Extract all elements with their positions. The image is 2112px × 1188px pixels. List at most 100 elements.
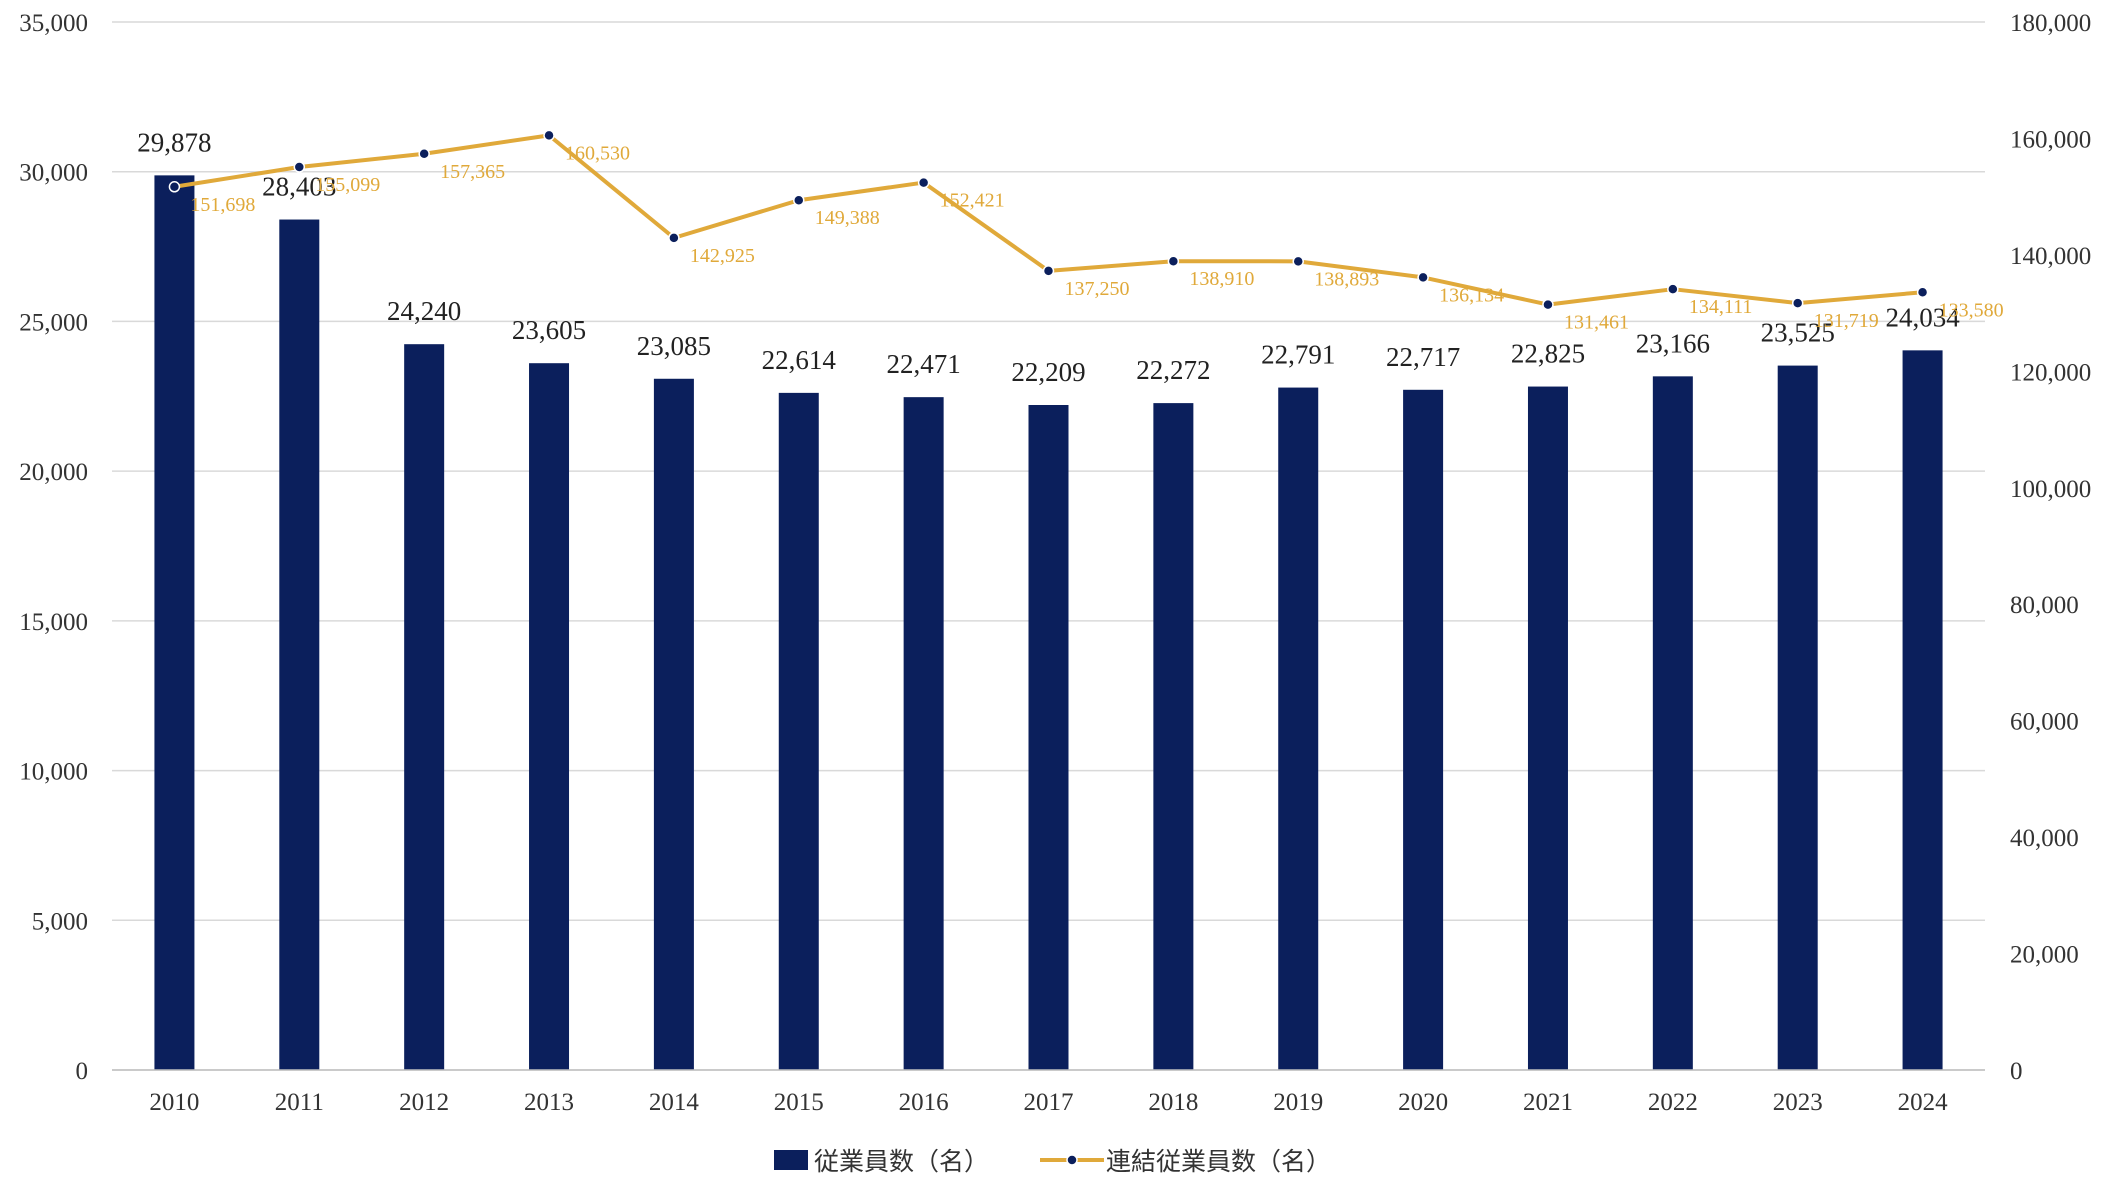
bar-data-label: 22,272 bbox=[1136, 355, 1210, 385]
x-axis-tick-label: 2014 bbox=[649, 1089, 700, 1116]
line-point bbox=[793, 194, 805, 206]
left-y-axis: 0 5,000 10,000 15,000 20,000 25,000 30,000 35,0… bbox=[19, 10, 88, 1085]
x-axis-tick-label: 2011 bbox=[275, 1089, 324, 1116]
line-point bbox=[1292, 255, 1304, 268]
line-data-label: 138,910 bbox=[1189, 268, 1254, 290]
bar bbox=[1028, 404, 1069, 1070]
bar bbox=[1403, 389, 1444, 1071]
line-data-label: 152,421 bbox=[940, 190, 1005, 212]
right-axis-tick-label: 120,000 bbox=[2010, 359, 2091, 386]
right-axis-tick-label: 100,000 bbox=[2010, 476, 2091, 503]
x-axis-tick-label: 2012 bbox=[399, 1089, 449, 1116]
right-axis-tick-label: 140,000 bbox=[2010, 243, 2091, 270]
bar bbox=[1902, 350, 1943, 1070]
line-data-label: 134,111 bbox=[1689, 296, 1753, 318]
line-data-label: 142,925 bbox=[690, 245, 755, 267]
bar-data-label: 24,034 bbox=[1885, 302, 1960, 332]
bar-data-label: 22,209 bbox=[1011, 357, 1085, 387]
left-axis-tick-label: 5,000 bbox=[32, 908, 88, 935]
line-data-label: 155,099 bbox=[315, 174, 380, 196]
bar bbox=[903, 397, 944, 1070]
x-axis-tick-label: 2016 bbox=[899, 1089, 949, 1116]
bar bbox=[1652, 376, 1693, 1071]
employee-bars bbox=[154, 175, 1943, 1071]
bar-data-label: 23,525 bbox=[1761, 318, 1835, 348]
x-axis-tick-label: 2013 bbox=[524, 1089, 574, 1116]
x-axis-tick-label: 2023 bbox=[1773, 1089, 1823, 1116]
bar-data-label: 22,614 bbox=[762, 345, 837, 375]
bar bbox=[1153, 403, 1194, 1070]
x-axis-tick-label: 2015 bbox=[774, 1089, 824, 1116]
line-data-label: 138,893 bbox=[1314, 268, 1379, 290]
x-axis: 2010 2011 2012 2013 2014 2015 2016 2017 2018 2019… bbox=[112, 1069, 1985, 1116]
x-axis-tick-label: 2020 bbox=[1398, 1089, 1448, 1116]
bar bbox=[404, 344, 445, 1070]
bar bbox=[1777, 365, 1818, 1070]
x-axis-tick-label: 2017 bbox=[1024, 1089, 1074, 1116]
bar-data-label: 22,825 bbox=[1511, 339, 1585, 369]
bar bbox=[154, 175, 195, 1070]
line-point bbox=[418, 148, 430, 160]
bar bbox=[1278, 387, 1319, 1070]
x-axis-tick-label: 2010 bbox=[149, 1089, 199, 1116]
line-point bbox=[293, 161, 306, 173]
right-axis-tick-label: 80,000 bbox=[2010, 592, 2079, 619]
line-point bbox=[1667, 283, 1679, 295]
line-data-label: 133,580 bbox=[1939, 299, 2004, 321]
legend-bar-swatch bbox=[774, 1150, 808, 1170]
bar-data-labels: 29,878 28,403 24,240 23,605 23,085 22,614 22,4… bbox=[137, 127, 1960, 387]
bar-data-label: 22,471 bbox=[887, 349, 961, 379]
line-point bbox=[668, 232, 680, 244]
line-point bbox=[917, 176, 930, 189]
line-data-label: 131,719 bbox=[1814, 310, 1879, 332]
right-axis-tick-label: 60,000 bbox=[2010, 709, 2079, 736]
right-axis-tick-label: 180,000 bbox=[2010, 10, 2091, 37]
consolidated-line bbox=[168, 129, 1929, 311]
right-axis-tick-label: 40,000 bbox=[2010, 825, 2079, 852]
right-axis-tick-label: 0 bbox=[2010, 1058, 2023, 1085]
bar bbox=[529, 363, 570, 1070]
x-axis-tick-label: 2022 bbox=[1648, 1089, 1698, 1116]
left-axis-tick-label: 35,000 bbox=[19, 10, 88, 37]
line-point bbox=[1791, 297, 1804, 309]
left-axis-tick-label: 10,000 bbox=[19, 759, 88, 786]
left-axis-tick-label: 25,000 bbox=[19, 309, 88, 336]
line-data-labels: 151,698 155,099 157,365 160,530 142,925 149,3… bbox=[190, 142, 2003, 333]
legend-line-label: 連結従業員数（名） bbox=[1106, 1147, 1331, 1176]
left-axis-tick-label: 20,000 bbox=[19, 459, 88, 486]
bar-data-label: 23,605 bbox=[512, 315, 586, 345]
line-data-label: 157,365 bbox=[440, 161, 505, 183]
right-axis-tick-label: 160,000 bbox=[2010, 126, 2091, 153]
bar-data-label: 24,240 bbox=[387, 296, 461, 326]
left-axis-tick-label: 0 bbox=[76, 1058, 89, 1085]
bar-data-label: 22,791 bbox=[1261, 340, 1335, 370]
line-point bbox=[1542, 298, 1554, 311]
x-axis-tick-label: 2019 bbox=[1273, 1089, 1323, 1116]
left-axis-tick-label: 15,000 bbox=[19, 609, 88, 636]
x-axis-tick-label: 2018 bbox=[1148, 1089, 1198, 1116]
bar-data-label: 29,878 bbox=[137, 127, 211, 157]
bar-data-label: 22,717 bbox=[1386, 342, 1460, 372]
line-data-label: 136,134 bbox=[1439, 284, 1504, 306]
bar-data-label: 23,166 bbox=[1636, 328, 1710, 358]
legend: 従業員数（名） 連結従業員数（名） bbox=[774, 1147, 1331, 1176]
line-point bbox=[543, 129, 555, 142]
line-data-label: 131,461 bbox=[1564, 312, 1629, 334]
legend-bar-label: 従業員数（名） bbox=[814, 1147, 989, 1176]
line-point bbox=[1042, 265, 1055, 277]
line-point bbox=[1167, 255, 1180, 267]
line-series-path bbox=[174, 133, 1923, 307]
line-point bbox=[168, 181, 181, 193]
line-point bbox=[1916, 286, 1929, 299]
bar bbox=[1527, 386, 1568, 1070]
left-axis-tick-label: 30,000 bbox=[19, 160, 88, 187]
line-data-label: 149,388 bbox=[815, 207, 880, 229]
x-axis-tick-label: 2021 bbox=[1523, 1089, 1573, 1116]
right-axis-tick-label: 20,000 bbox=[2010, 942, 2079, 969]
line-data-label: 160,530 bbox=[565, 142, 630, 164]
x-axis-tick-label: 2024 bbox=[1898, 1089, 1949, 1116]
line-point bbox=[1417, 271, 1429, 284]
bar bbox=[279, 219, 320, 1071]
line-data-label: 137,250 bbox=[1065, 278, 1130, 300]
